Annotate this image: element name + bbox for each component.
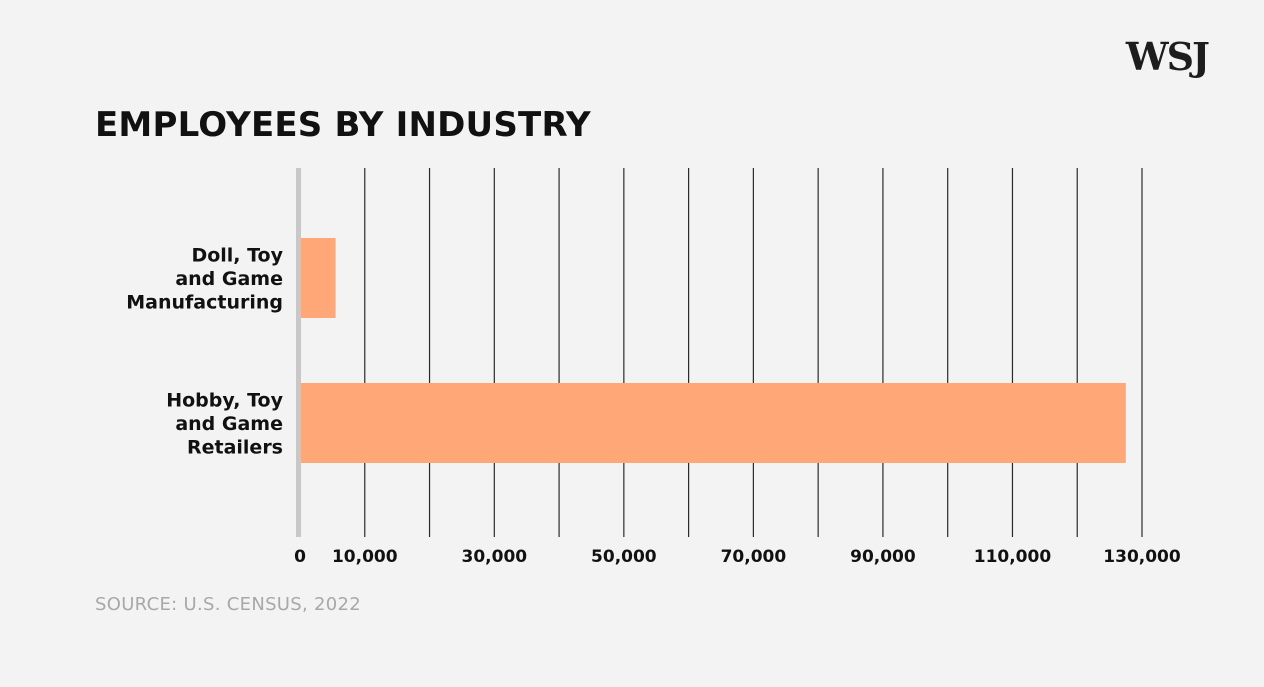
tick-label-7: 130,000 [1103,547,1181,567]
bar-1 [301,383,1126,463]
tick-label-6: 110,000 [974,547,1052,567]
x-axis-tick-labels: 0 10,000 30,000 50,000 70,000 90,000 110,000 13… [294,547,1181,567]
category-label-0-line-0: Doll, Toy [191,245,283,267]
tick-label-5: 90,000 [850,547,916,567]
bars [301,238,1126,463]
wsj-logo: WSJ [1125,34,1210,79]
source-note: SOURCE: U.S. CENSUS, 2022 [95,594,362,615]
category-label-0-line-1: and Game [175,268,283,290]
zero-axis-line [296,168,301,537]
tick-label-1: 10,000 [332,547,398,567]
tick-label-2: 30,000 [462,547,528,567]
category-label-1-line-2: Retailers [187,437,283,459]
category-label-1-line-1: and Game [175,413,283,435]
baseline [296,168,301,537]
bar-0 [301,238,336,318]
category-label-0-line-2: Manufacturing [126,292,283,314]
category-label-1-line-0: Hobby, Toy [166,390,283,412]
tick-label-0: 0 [294,547,306,567]
tick-label-3: 50,000 [591,547,657,567]
chart-title: EMPLOYEES BY INDUSTRY [95,105,591,145]
tick-label-4: 70,000 [721,547,787,567]
gridlines [364,168,1143,537]
